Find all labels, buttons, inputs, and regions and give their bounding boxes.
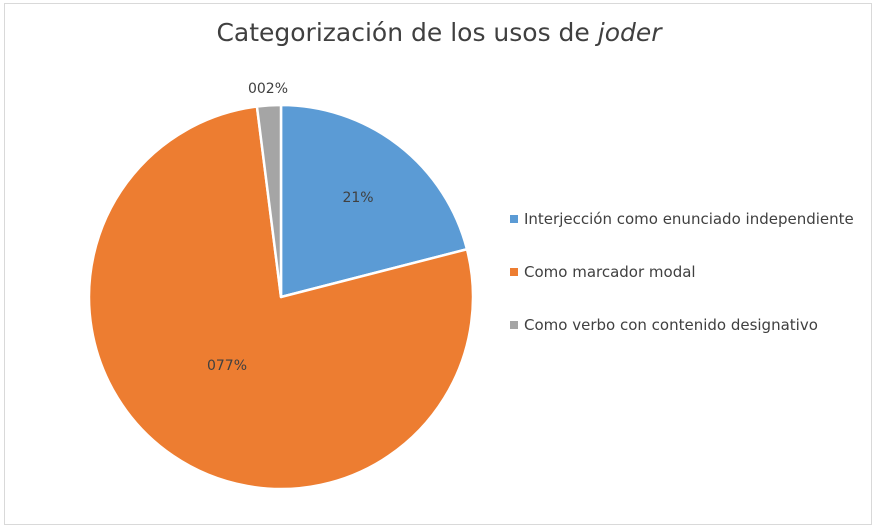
legend-swatch xyxy=(510,268,518,276)
legend-item-interjeccion: Interjección como enunciado independient… xyxy=(510,208,854,230)
legend-label: Interjección como enunciado independient… xyxy=(524,210,854,228)
data-label-verbo-designativo: 002% xyxy=(248,81,288,97)
legend-swatch xyxy=(510,215,518,223)
legend-swatch xyxy=(510,321,518,329)
legend: Interjección como enunciado independient… xyxy=(510,208,854,367)
chart-title: Categorización de los usos de joder xyxy=(0,18,878,47)
chart-title-italic: joder xyxy=(597,18,662,47)
legend-label: Como marcador modal xyxy=(524,263,696,281)
legend-label: Como verbo con contenido designativo xyxy=(524,316,818,334)
slice-verbo-designativo xyxy=(255,103,283,299)
slice-interjeccion xyxy=(279,103,469,299)
legend-item-marcador-modal: Como marcador modal xyxy=(510,261,854,283)
legend-item-verbo-designativo: Como verbo con contenido designativo xyxy=(510,314,854,336)
data-label-marcador-modal: 077% xyxy=(207,358,247,374)
data-label-interjeccion: 21% xyxy=(342,190,373,206)
chart-title-text: Categorización de los usos de xyxy=(216,18,590,47)
